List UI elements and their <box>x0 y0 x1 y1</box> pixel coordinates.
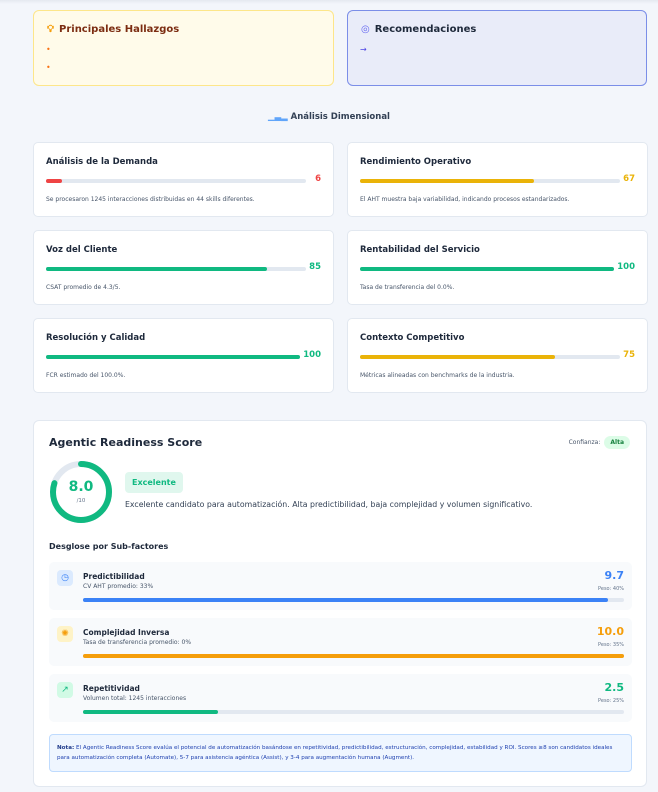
subfactor-score: 9.7 <box>604 569 625 582</box>
dimension-bar-fill <box>46 179 62 183</box>
recommendations-title: Recomendaciones <box>374 24 477 35</box>
dimension-score: 100 <box>303 350 321 360</box>
dimension-description: El AHT muestra baja variabilidad, indica… <box>360 196 570 203</box>
dimension-card: Análisis de la Demanda 6 Se procesaron 1… <box>33 142 334 217</box>
confidence-badge: Alta <box>604 436 630 449</box>
confidence: Confianza: Alta <box>569 436 630 449</box>
dimension-bar <box>46 355 300 359</box>
dimension-card: Rendimiento Operativo 67 El AHT muestra … <box>347 142 648 217</box>
findings-card: 💡︎ Principales Hallazgos • • <box>33 10 334 86</box>
agentic-readiness-card: Agentic Readiness Score Confianza: Alta 8… <box>33 420 647 787</box>
recommendations-card: ◎ Recomendaciones → <box>347 10 647 86</box>
dimension-card: Resolución y Calidad 100 FCR estimado de… <box>33 318 334 393</box>
level-badge: Excelente <box>125 472 183 493</box>
subfactor-detail: Tasa de transferencia promedio: 0% <box>83 639 192 646</box>
lightbulb-icon: 💡︎ <box>47 24 54 35</box>
recommendation-item: → <box>360 45 367 54</box>
dimension-bar-fill <box>46 355 300 359</box>
subfactor-name: Complejidad Inversa <box>83 628 170 637</box>
subfactor-card: ↗ Repetitividad Volumen total: 1245 inte… <box>49 674 632 722</box>
finding-item: • <box>46 63 51 72</box>
score-ring <box>50 461 112 523</box>
target-icon: ◎ <box>361 24 370 35</box>
dimension-description: FCR estimado del 100.0%. <box>46 372 126 379</box>
top-shadow <box>0 0 658 4</box>
dimension-bar <box>360 179 620 183</box>
dimension-title: Resolución y Calidad <box>46 333 146 343</box>
subfactor-name: Predictibilidad <box>83 572 145 581</box>
subfactor-detail: Volumen total: 1245 interacciones <box>83 695 187 702</box>
finding-item: • <box>46 45 51 54</box>
dimension-card: Contexto Competitivo 75 Métricas alinead… <box>347 318 648 393</box>
score-value: 8.0 <box>68 479 94 495</box>
subfactor-weight: Peso: 35% <box>598 642 624 648</box>
dimension-bar <box>46 179 306 183</box>
note: Nota: El Agentic Readiness Score evalúa … <box>49 734 632 772</box>
dimension-title: Rendimiento Operativo <box>360 157 472 167</box>
score-max: /10 <box>76 498 86 504</box>
dimension-card: Rentabilidad del Servicio 100 Tasa de tr… <box>347 230 648 305</box>
readiness-title: Agentic Readiness Score <box>49 436 203 449</box>
subfactor-card: ◷ Predictibilidad CV AHT promedio: 33% 9… <box>49 562 632 610</box>
bar-chart-icon: ▁▃▂ <box>268 112 288 122</box>
subfactor-score: 2.5 <box>604 681 625 694</box>
trending-up-icon: ↗ <box>57 682 73 698</box>
dimension-bar-fill <box>360 179 535 183</box>
subfactor-card: ✺ Complejidad Inversa Tasa de transferen… <box>49 618 632 666</box>
subfactor-name: Repetitividad <box>83 684 140 693</box>
confidence-label: Confianza: <box>568 439 601 446</box>
dimension-bar <box>46 267 306 271</box>
clock-icon: ◷ <box>57 570 73 586</box>
subfactor-detail: CV AHT promedio: 33% <box>83 583 154 590</box>
section-header: ▁▃▂ Análisis Dimensional <box>0 112 658 122</box>
subfactor-bar-fill <box>83 598 608 602</box>
dimension-description: CSAT promedio de 4.3/5. <box>46 284 121 291</box>
dimension-card: Voz del Cliente 85 CSAT promedio de 4.3/… <box>33 230 334 305</box>
breakdown-title: Desglose por Sub-factores <box>49 542 169 551</box>
subfactor-bar <box>83 654 624 658</box>
brain-icon: ✺ <box>57 626 73 642</box>
dimension-bar <box>360 355 620 359</box>
dimension-bar-fill <box>360 267 614 271</box>
score-ring-fill <box>50 461 112 523</box>
dimension-bar-fill <box>46 267 267 271</box>
dimension-title: Rentabilidad del Servicio <box>360 245 480 255</box>
dimension-title: Análisis de la Demanda <box>46 157 158 167</box>
subfactor-score: 10.0 <box>596 625 624 638</box>
dimension-score: 6 <box>315 174 321 184</box>
dimension-bar-fill <box>360 355 555 359</box>
findings-title: Principales Hallazgos <box>59 24 180 35</box>
dimension-score: 67 <box>623 174 635 184</box>
subfactor-bar <box>83 710 624 714</box>
subfactor-weight: Peso: 25% <box>598 698 624 704</box>
dimension-score: 85 <box>309 262 321 272</box>
readiness-description: Excelente candidato para automatización.… <box>125 500 533 509</box>
subfactor-bar-fill <box>83 710 219 714</box>
dimension-score: 100 <box>617 262 635 272</box>
dimension-description: Se procesaron 1245 interacciones distrib… <box>46 196 255 203</box>
subfactor-bar-fill <box>83 654 624 658</box>
dimension-description: Tasa de transferencia del 0.0%. <box>360 284 455 291</box>
dimension-description: Métricas alineadas con benchmarks de la … <box>360 372 515 379</box>
dimension-score: 75 <box>623 350 635 360</box>
dimension-bar <box>360 267 614 271</box>
subfactor-bar <box>83 598 624 602</box>
section-title: Análisis Dimensional <box>290 112 390 122</box>
dimension-title: Voz del Cliente <box>46 245 118 255</box>
subfactor-weight: Peso: 40% <box>598 586 624 592</box>
dimension-title: Contexto Competitivo <box>360 333 465 343</box>
